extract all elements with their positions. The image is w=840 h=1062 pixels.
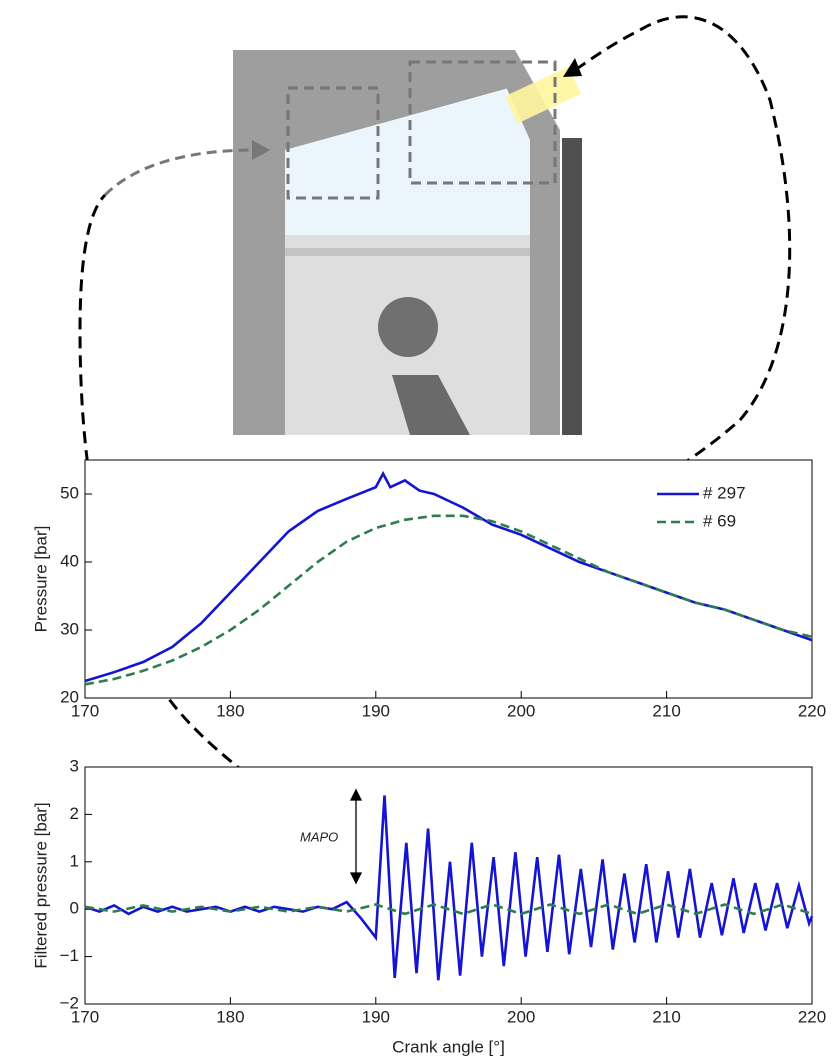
- y-tick-label: 50: [60, 483, 79, 502]
- x-tick-label: 200: [507, 701, 535, 720]
- y-tick-label: 40: [60, 551, 79, 570]
- y-tick-label: 0: [70, 899, 79, 918]
- y-tick-label: 3: [70, 756, 79, 775]
- legend-label: # 297: [703, 483, 746, 502]
- y-tick-label: −2: [60, 993, 79, 1012]
- data-line: [84, 514, 813, 686]
- legend-label: # 69: [703, 511, 736, 530]
- x-tick-label: 170: [71, 701, 99, 720]
- x-tick-label: 180: [216, 1007, 244, 1026]
- y-axis-label: Filtered pressure [bar]: [31, 802, 50, 968]
- mapo-marker: [349, 788, 363, 885]
- y-tick-label: 1: [70, 851, 79, 870]
- annotation: MAPO: [300, 829, 338, 844]
- x-axis-label: Crank angle [°]: [392, 1037, 505, 1056]
- y-tick-label: 30: [60, 619, 79, 638]
- data-line: [84, 903, 813, 916]
- y-tick-label: 20: [60, 687, 79, 706]
- x-tick-label: 190: [362, 1007, 390, 1026]
- y-axis-label: Pressure [bar]: [31, 526, 50, 633]
- y-tick-label: −1: [60, 946, 79, 965]
- y-tick-label: 2: [70, 804, 79, 823]
- x-tick-label: 170: [71, 1007, 99, 1026]
- x-tick-label: 180: [216, 701, 244, 720]
- x-tick-label: 200: [507, 1007, 535, 1026]
- engine-illustration: [103, 10, 590, 435]
- x-tick-label: 210: [652, 1007, 680, 1026]
- x-tick-label: 190: [362, 701, 390, 720]
- connector-arrows: [78, 15, 792, 873]
- x-tick-label: 210: [652, 701, 680, 720]
- arrow-head: [563, 58, 582, 77]
- x-tick-label: 220: [798, 1007, 826, 1026]
- x-tick-label: 220: [798, 701, 826, 720]
